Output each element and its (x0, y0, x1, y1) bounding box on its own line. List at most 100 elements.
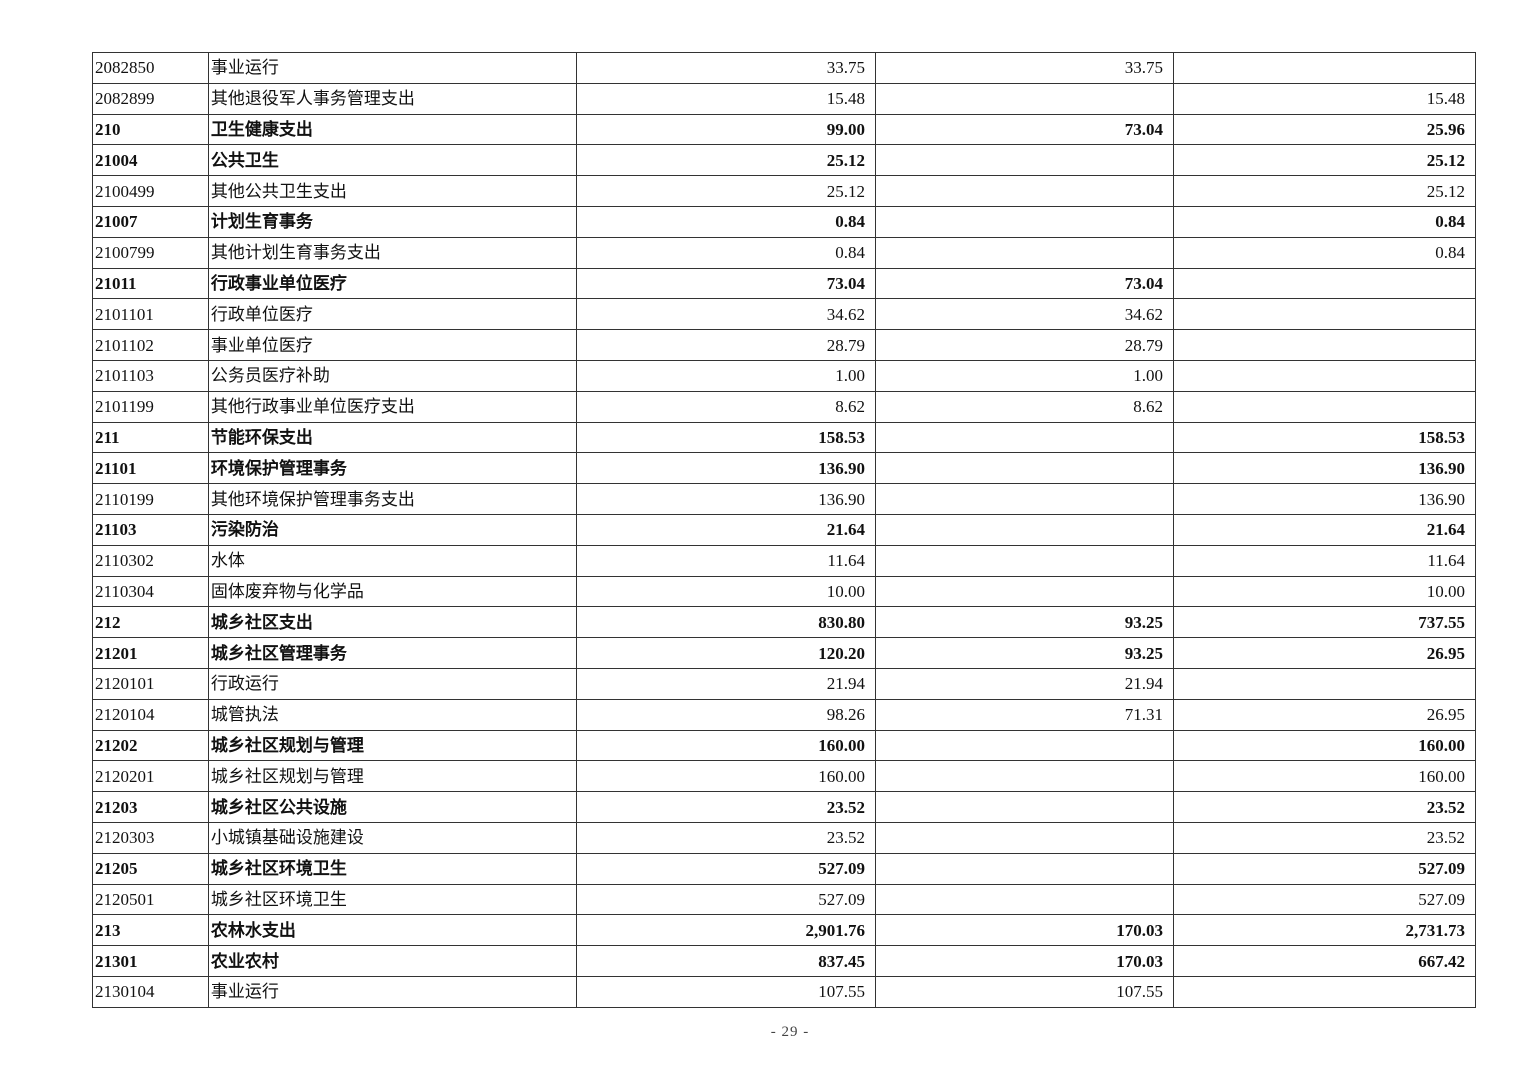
table-row: 2082899 其他退役军人事务管理支出 15.48 15.48 (92, 82, 1477, 115)
table-row: 2100499 其他公共卫生支出 25.12 25.12 (92, 175, 1477, 207)
table-row: 21004 公共卫生 25.12 25.12 (92, 144, 1477, 177)
table-row: 21011 行政事业单位医疗 73.04 73.04 (92, 267, 1477, 300)
project-cell: 25.12 (1172, 175, 1477, 207)
basic-cell: 8.62 (875, 390, 1174, 423)
project-cell (1172, 359, 1477, 392)
basic-cell (875, 144, 1174, 177)
code-cell: 211 (92, 421, 209, 454)
total-cell: 136.90 (576, 452, 876, 485)
name-cell: 其他退役军人事务管理支出 (207, 82, 578, 115)
project-cell (1172, 667, 1477, 700)
code-cell: 2120303 (92, 821, 209, 854)
code-cell: 2082850 (92, 52, 209, 84)
basic-cell: 93.25 (875, 637, 1174, 669)
name-cell: 卫生健康支出 (207, 113, 578, 146)
total-cell: 0.84 (576, 236, 876, 269)
code-cell: 21011 (92, 267, 209, 300)
basic-cell (875, 729, 1174, 762)
code-cell: 21205 (92, 852, 209, 885)
project-cell: 11.64 (1172, 544, 1477, 577)
name-cell: 行政事业单位医疗 (207, 267, 578, 300)
project-cell: 10.00 (1172, 575, 1477, 608)
name-cell: 事业单位医疗 (207, 329, 578, 361)
table-row: 21201 城乡社区管理事务 120.20 93.25 26.95 (92, 637, 1477, 669)
project-cell: 25.12 (1172, 144, 1477, 177)
name-cell: 事业运行 (207, 975, 578, 1008)
expenditure-table: 2082850 事业运行 33.75 33.75 2082899 其他退役军人事务管理支出… (92, 52, 1477, 1008)
code-cell: 2120501 (92, 883, 209, 916)
name-cell: 城乡社区管理事务 (207, 637, 578, 669)
total-cell: 25.12 (576, 175, 876, 207)
total-cell: 120.20 (576, 637, 876, 669)
project-cell: 0.84 (1172, 205, 1477, 238)
project-cell (1172, 267, 1477, 300)
table-row: 2101102 事业单位医疗 28.79 28.79 (92, 329, 1477, 361)
basic-cell (875, 82, 1174, 115)
project-cell: 737.55 (1172, 606, 1477, 639)
table-row: 2110199 其他环境保护管理事务支出 136.90 136.90 (92, 483, 1477, 515)
code-cell: 21202 (92, 729, 209, 762)
project-cell (1172, 329, 1477, 361)
basic-cell (875, 421, 1174, 454)
project-cell: 26.95 (1172, 698, 1477, 731)
table-row: 2101199 其他行政事业单位医疗支出 8.62 8.62 (92, 390, 1477, 423)
total-cell: 837.45 (576, 945, 876, 977)
basic-cell: 107.55 (875, 975, 1174, 1008)
table-row: 2120501 城乡社区环境卫生 527.09 527.09 (92, 883, 1477, 916)
name-cell: 城管执法 (207, 698, 578, 731)
basic-cell: 21.94 (875, 667, 1174, 700)
name-cell: 城乡社区支出 (207, 606, 578, 639)
basic-cell: 73.04 (875, 113, 1174, 146)
table-row: 213 农林水支出 2,901.76 170.03 2,731.73 (92, 914, 1477, 947)
name-cell: 农林水支出 (207, 914, 578, 947)
total-cell: 160.00 (576, 760, 876, 793)
total-cell: 21.64 (576, 513, 876, 546)
name-cell: 城乡社区规划与管理 (207, 760, 578, 793)
code-cell: 21103 (92, 513, 209, 546)
name-cell: 城乡社区环境卫生 (207, 883, 578, 916)
total-cell: 23.52 (576, 821, 876, 854)
code-cell: 2110304 (92, 575, 209, 608)
project-cell: 25.96 (1172, 113, 1477, 146)
code-cell: 2100499 (92, 175, 209, 207)
project-cell: 2,731.73 (1172, 914, 1477, 947)
total-cell: 0.84 (576, 205, 876, 238)
name-cell: 计划生育事务 (207, 205, 578, 238)
table-row: 2101103 公务员医疗补助 1.00 1.00 (92, 359, 1477, 392)
table-row: 2120104 城管执法 98.26 71.31 26.95 (92, 698, 1477, 731)
page-number: - 29 - (770, 1024, 810, 1040)
basic-cell (875, 544, 1174, 577)
project-cell: 160.00 (1172, 760, 1477, 793)
project-cell: 158.53 (1172, 421, 1477, 454)
name-cell: 公务员医疗补助 (207, 359, 578, 392)
table-row: 2110302 水体 11.64 11.64 (92, 544, 1477, 577)
code-cell: 2101101 (92, 298, 209, 331)
total-cell: 527.09 (576, 852, 876, 885)
project-cell (1172, 975, 1477, 1008)
basic-cell (875, 513, 1174, 546)
basic-cell (875, 883, 1174, 916)
table-row: 21205 城乡社区环境卫生 527.09 527.09 (92, 852, 1477, 885)
code-cell: 2130104 (92, 975, 209, 1008)
table-row: 211 节能环保支出 158.53 158.53 (92, 421, 1477, 454)
project-cell: 0.84 (1172, 236, 1477, 269)
total-cell: 1.00 (576, 359, 876, 392)
total-cell: 158.53 (576, 421, 876, 454)
total-cell: 8.62 (576, 390, 876, 423)
total-cell: 527.09 (576, 883, 876, 916)
table-row: 210 卫生健康支出 99.00 73.04 25.96 (92, 113, 1477, 146)
total-cell: 136.90 (576, 483, 876, 515)
project-cell: 136.90 (1172, 483, 1477, 515)
total-cell: 21.94 (576, 667, 876, 700)
code-cell: 2101199 (92, 390, 209, 423)
table-row: 21007 计划生育事务 0.84 0.84 (92, 205, 1477, 238)
name-cell: 环境保护管理事务 (207, 452, 578, 485)
project-cell (1172, 390, 1477, 423)
total-cell: 107.55 (576, 975, 876, 1008)
table-row: 2082850 事业运行 33.75 33.75 (92, 52, 1477, 84)
code-cell: 21201 (92, 637, 209, 669)
code-cell: 21101 (92, 452, 209, 485)
table-row: 2120101 行政运行 21.94 21.94 (92, 667, 1477, 700)
total-cell: 34.62 (576, 298, 876, 331)
table-row: 212 城乡社区支出 830.80 93.25 737.55 (92, 606, 1477, 639)
